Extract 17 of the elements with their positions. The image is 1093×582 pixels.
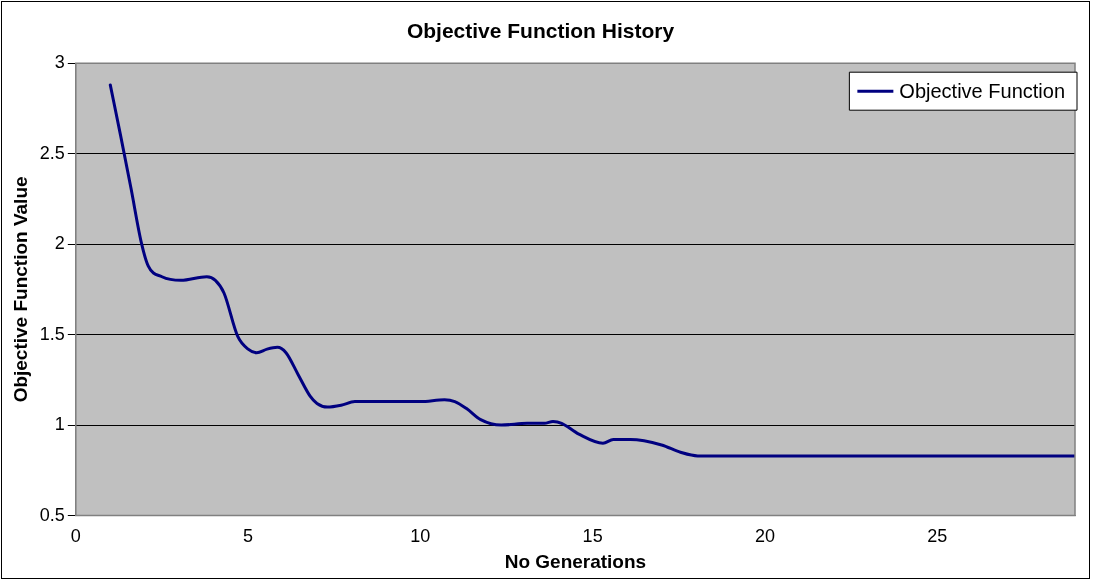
y-tick-label: 1 [54, 414, 65, 435]
x-tick-label: 20 [754, 526, 775, 547]
chart-title: Objective Function History [406, 19, 675, 43]
y-tick-label: 3 [54, 52, 65, 73]
y-tick-label: 0.5 [39, 504, 65, 525]
x-tick-label: 25 [927, 526, 948, 547]
y-tick-label: 1.5 [39, 323, 65, 344]
x-tick-label: 15 [582, 526, 603, 547]
x-axis-title: No Generations [504, 550, 647, 572]
line-series [108, 83, 1075, 458]
x-tick-label: 0 [70, 526, 81, 547]
y-tick-label: 2 [54, 233, 65, 254]
y-tick-label: 2.5 [39, 142, 65, 163]
x-tick-label: 10 [410, 526, 431, 547]
x-tick-label: 5 [243, 526, 254, 547]
y-axis-title: Objective Function Value [9, 176, 31, 403]
legend-label: Objective Function [899, 79, 1066, 102]
